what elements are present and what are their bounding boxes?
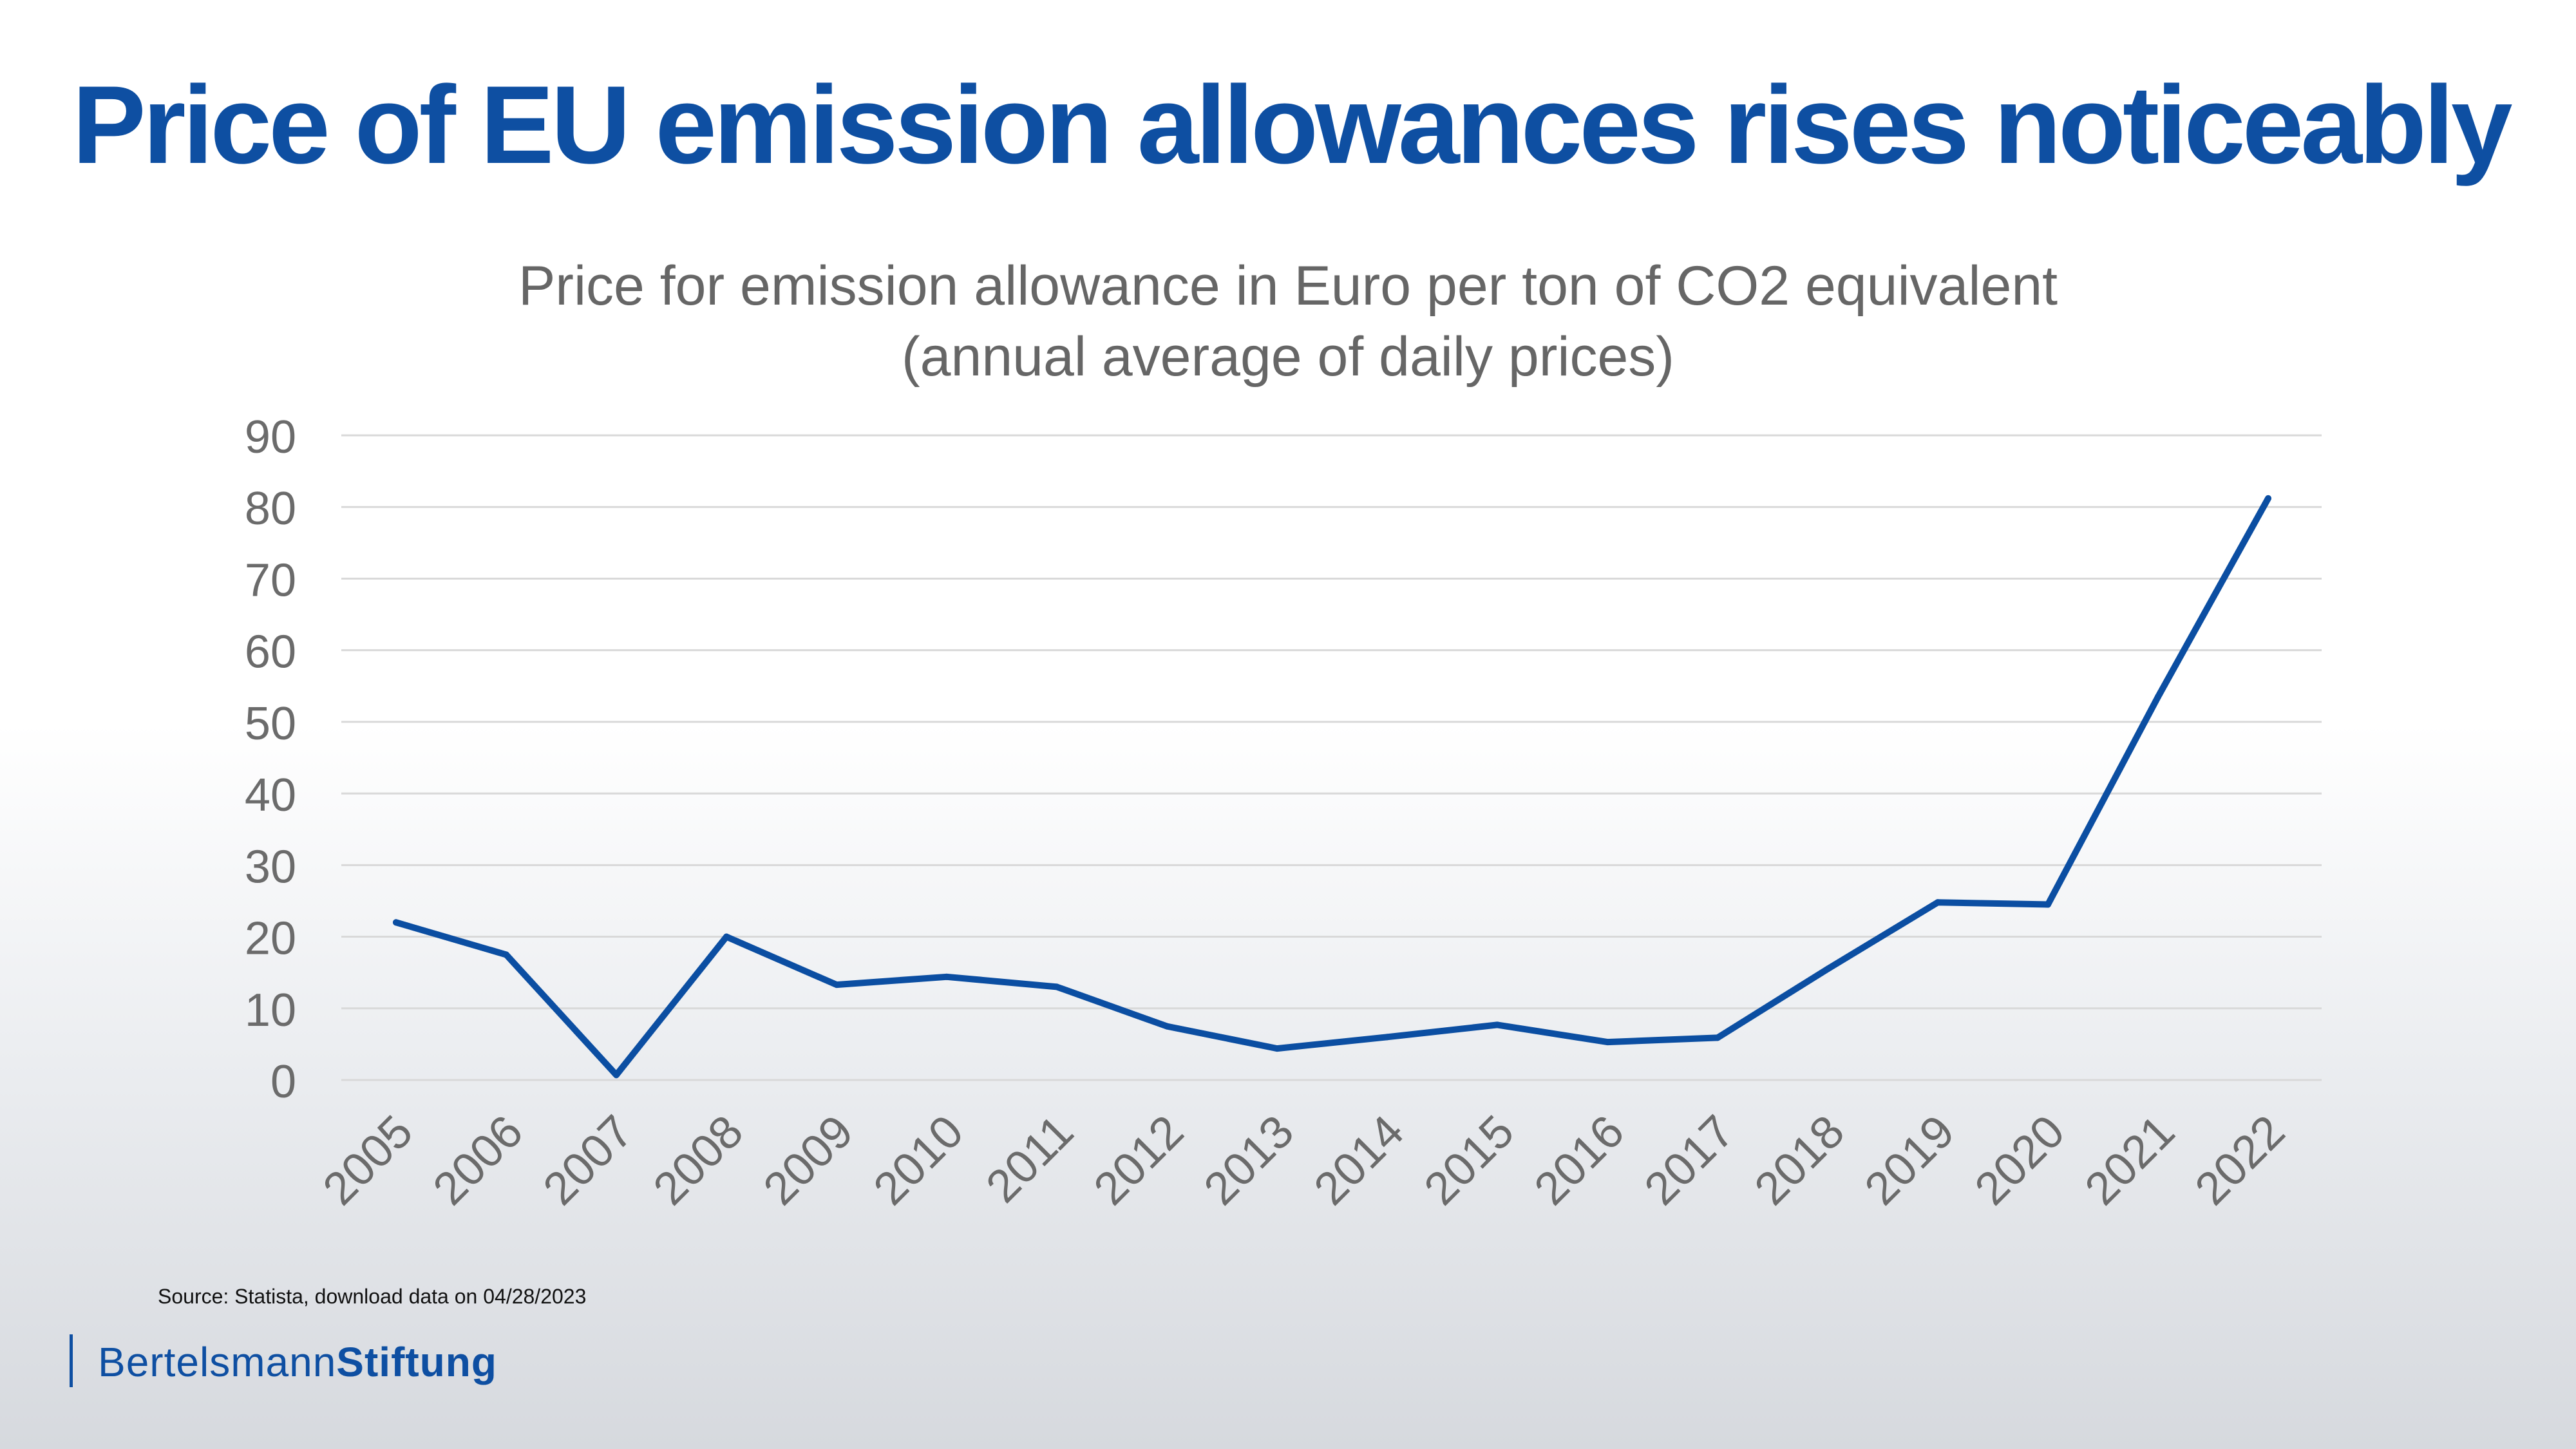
- data-point-2012: [1164, 1023, 1170, 1030]
- x-tick-label: 2010: [864, 1106, 973, 1215]
- data-point-2019: [1935, 899, 1941, 906]
- data-point-2007: [613, 1072, 620, 1079]
- data-point-2011: [1054, 983, 1060, 990]
- y-axis-tick-labels: 0 10 20 30 40 50 60 70 80 90: [245, 412, 296, 1108]
- x-tick-label: 2016: [1524, 1106, 1634, 1215]
- y-tick-label: 70: [245, 554, 296, 606]
- x-tick-label: 2013: [1194, 1106, 1303, 1215]
- x-axis-tick-labels: 2005 2006 2007 2008 2009 2010 2011 2012 2013 2014…: [313, 1106, 2295, 1215]
- data-point-2009: [833, 981, 840, 989]
- x-tick-label: 2005: [313, 1106, 422, 1215]
- y-tick-label: 30: [245, 841, 296, 893]
- y-tick-label: 40: [245, 770, 296, 821]
- series-layer: [393, 495, 2271, 1079]
- chart-subtitle: (annual average of daily prices): [902, 326, 1674, 388]
- source-note: Source: Statista, download data on 04/28…: [158, 1285, 587, 1308]
- data-point-2014: [1384, 1034, 1390, 1041]
- x-tick-label: 2012: [1084, 1106, 1193, 1215]
- x-tick-label: 2019: [1855, 1106, 1964, 1215]
- y-tick-label: 60: [245, 627, 296, 678]
- data-point-2005: [393, 919, 399, 926]
- data-point-2008: [723, 933, 730, 940]
- y-tick-label: 20: [245, 913, 296, 965]
- grid-lines: [341, 434, 2322, 1081]
- y-tick-label: 10: [245, 985, 296, 1036]
- x-tick-label: 2011: [976, 1106, 1083, 1213]
- x-tick-label: 2017: [1634, 1106, 1744, 1215]
- x-tick-label: 2020: [1965, 1106, 2074, 1215]
- x-tick-label: 2022: [2185, 1106, 2295, 1215]
- headline: Price of EU emission allowances rises no…: [72, 63, 2513, 187]
- brand-logo: BertelsmannStiftung: [98, 1338, 497, 1386]
- x-tick-label: 2014: [1304, 1106, 1414, 1215]
- data-point-2020: [2045, 901, 2051, 908]
- x-tick-label: 2006: [423, 1106, 533, 1215]
- series-line-0: [393, 495, 2271, 1079]
- data-point-2016: [1604, 1039, 1611, 1046]
- y-tick-label: 50: [245, 698, 296, 750]
- data-point-2010: [943, 973, 950, 980]
- x-tick-label: 2021: [2075, 1106, 2184, 1215]
- data-point-2006: [503, 951, 509, 958]
- data-point-2013: [1274, 1045, 1280, 1052]
- data-point-2015: [1494, 1021, 1501, 1028]
- x-tick-label: 2015: [1414, 1106, 1524, 1215]
- x-tick-label: 2007: [533, 1106, 643, 1215]
- data-point-2017: [1714, 1034, 1721, 1041]
- y-tick-label: 90: [245, 412, 296, 463]
- brand-logo-part2: Stiftung: [336, 1339, 497, 1385]
- x-tick-label: 2018: [1745, 1106, 1854, 1215]
- data-point-2021: [2155, 693, 2161, 700]
- data-point-2018: [1824, 965, 1831, 972]
- brand-divider: [70, 1334, 73, 1387]
- y-tick-label: 0: [270, 1056, 296, 1108]
- y-tick-label: 80: [245, 483, 296, 535]
- x-tick-label: 2009: [753, 1106, 863, 1215]
- x-tick-label: 2008: [643, 1106, 753, 1215]
- data-point-2022: [2265, 495, 2271, 502]
- brand-logo-part1: Bertelsmann: [98, 1339, 337, 1385]
- chart-title: Price for emission allowance in Euro per…: [518, 255, 2058, 317]
